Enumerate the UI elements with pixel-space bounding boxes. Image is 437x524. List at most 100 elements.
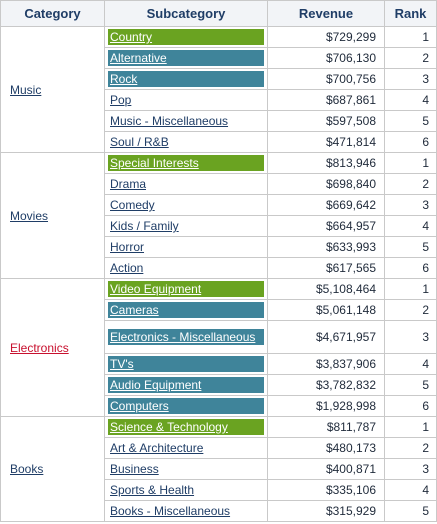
- revenue-cell: $1,928,998: [267, 395, 385, 417]
- table-row: Business $400,871 3: [1, 458, 437, 480]
- subcategory-cell: Action: [104, 257, 268, 279]
- rank-cell: 3: [384, 194, 437, 216]
- subcategory-cell: TV's: [104, 353, 268, 375]
- rank-cell: 4: [384, 353, 437, 375]
- revenue-cell: $315,929: [267, 500, 385, 522]
- revenue-cell: $400,871: [267, 458, 385, 480]
- category-link[interactable]: Music: [10, 82, 42, 97]
- subcategory-link[interactable]: Comedy: [110, 198, 155, 212]
- header-revenue[interactable]: Revenue: [267, 0, 385, 27]
- subcategory-cell: Country: [104, 26, 268, 48]
- table-row: TV's $3,837,906 4: [1, 353, 437, 375]
- subcategory-cell: Video Equipment: [104, 278, 268, 300]
- revenue-cell: $706,130: [267, 47, 385, 69]
- subcategory-link[interactable]: Sports & Health: [110, 483, 195, 497]
- subcategory-link[interactable]: Pop: [110, 93, 132, 107]
- revenue-cell: $5,108,464: [267, 278, 385, 300]
- revenue-cell: $811,787: [267, 416, 385, 438]
- rank-cell: 4: [384, 215, 437, 237]
- header-row: Category Subcategory Revenue Rank: [0, 0, 437, 27]
- table-row: Soul / R&B $471,814 6: [1, 131, 437, 153]
- subcategory-cell: Computers: [104, 395, 268, 417]
- grid-body: Music Country $729,299 1 Alternative $706,130…: [0, 26, 437, 522]
- subcategory-link[interactable]: Computers: [108, 398, 264, 414]
- category-cell: Electronics: [0, 278, 105, 417]
- subcategory-cell: Art & Architecture: [104, 437, 268, 459]
- category-link[interactable]: Books: [10, 462, 44, 476]
- rank-cell: 2: [384, 299, 437, 321]
- table-row: Computers $1,928,998 6: [1, 395, 437, 417]
- header-rank[interactable]: Rank: [384, 0, 437, 27]
- header-subcategory[interactable]: Subcategory: [104, 0, 268, 27]
- subcategory-link[interactable]: Business: [110, 462, 159, 476]
- subcategory-cell: Cameras: [104, 299, 268, 321]
- table-row: Drama $698,840 2: [1, 173, 437, 195]
- revenue-cell: $3,782,832: [267, 374, 385, 396]
- revenue-cell: $700,756: [267, 68, 385, 90]
- category-link[interactable]: Electronics: [10, 340, 69, 355]
- rank-cell: 3: [384, 68, 437, 90]
- revenue-cell: $5,061,148: [267, 299, 385, 321]
- subcategory-cell: Rock: [104, 68, 268, 90]
- subcategory-link[interactable]: Drama: [110, 177, 147, 191]
- subcategory-link[interactable]: Music - Miscellaneous: [110, 114, 229, 128]
- revenue-cell: $729,299: [267, 26, 385, 48]
- subcategory-link[interactable]: Video Equipment: [108, 281, 264, 297]
- table-row: Electronics - Miscellaneous $4,671,957 3: [1, 320, 437, 354]
- revenue-cell: $617,565: [267, 257, 385, 279]
- subcategory-link[interactable]: Cameras: [108, 302, 264, 318]
- rank-cell: 5: [384, 500, 437, 522]
- subcategory-link[interactable]: TV's: [108, 356, 264, 372]
- subcategory-link[interactable]: Audio Equipment: [108, 377, 264, 393]
- subcategory-link[interactable]: Action: [110, 261, 144, 275]
- subcategory-link[interactable]: Rock: [108, 71, 264, 87]
- subcategory-link[interactable]: Kids / Family: [110, 219, 179, 233]
- table-row: Books - Miscellaneous $315,929 5: [1, 500, 437, 522]
- table-row: Art & Architecture $480,173 2: [1, 437, 437, 459]
- rank-cell: 3: [384, 320, 437, 354]
- subcategory-link[interactable]: Soul / R&B: [110, 135, 169, 149]
- revenue-cell: $698,840: [267, 173, 385, 195]
- subcategory-cell: Audio Equipment: [104, 374, 268, 396]
- subcategory-link[interactable]: Art & Architecture: [110, 441, 204, 455]
- revenue-cell: $633,993: [267, 236, 385, 258]
- subcategory-cell: Horror: [104, 236, 268, 258]
- revenue-cell: $669,642: [267, 194, 385, 216]
- rank-cell: 1: [384, 26, 437, 48]
- revenue-cell: $597,508: [267, 110, 385, 132]
- category-link[interactable]: Movies: [10, 208, 49, 223]
- rank-cell: 1: [384, 152, 437, 174]
- rank-cell: 5: [384, 110, 437, 132]
- subcategory-link[interactable]: Books - Miscellaneous: [110, 504, 231, 518]
- table-row: Comedy $669,642 3: [1, 194, 437, 216]
- subcategory-cell: Science & Technology: [104, 416, 268, 438]
- subcategory-cell: Special Interests: [104, 152, 268, 174]
- rank-cell: 1: [384, 278, 437, 300]
- revenue-cell: $3,837,906: [267, 353, 385, 375]
- table-row: Electronics Video Equipment $5,108,464 1: [0, 278, 437, 417]
- category-cell: Movies: [0, 152, 105, 279]
- subcategory-cell: Pop: [104, 89, 268, 111]
- subcategory-link[interactable]: Alternative: [108, 50, 264, 66]
- rank-cell: 6: [384, 395, 437, 417]
- subcategory-link[interactable]: Special Interests: [108, 155, 264, 171]
- rank-cell: 2: [384, 47, 437, 69]
- rank-cell: 6: [384, 131, 437, 153]
- revenue-cell: $335,106: [267, 479, 385, 501]
- subcategory-cell: Books - Miscellaneous: [104, 500, 268, 522]
- subcategory-cell: Music - Miscellaneous: [104, 110, 268, 132]
- revenue-cell: $813,946: [267, 152, 385, 174]
- rank-cell: 4: [384, 89, 437, 111]
- rank-cell: 2: [384, 437, 437, 459]
- revenue-cell: $471,814: [267, 131, 385, 153]
- category-cell: Books: [0, 416, 105, 522]
- rank-cell: 3: [384, 458, 437, 480]
- header-category[interactable]: Category: [0, 0, 105, 27]
- table-row: Action $617,565 6: [1, 257, 437, 279]
- subcategory-link[interactable]: Horror: [110, 240, 145, 254]
- subcategory-link[interactable]: Science & Technology: [108, 419, 264, 435]
- subcategory-link[interactable]: Electronics - Miscellaneous: [108, 329, 264, 345]
- subcategory-cell: Business: [104, 458, 268, 480]
- subcategory-link[interactable]: Country: [108, 29, 264, 45]
